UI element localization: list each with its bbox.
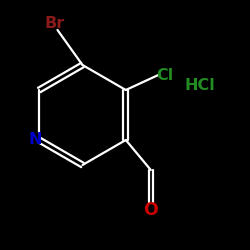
Text: HCl: HCl (184, 78, 216, 92)
Text: N: N (29, 132, 42, 148)
Text: Br: Br (45, 16, 65, 30)
Text: O: O (144, 201, 158, 219)
Text: Cl: Cl (156, 68, 173, 82)
